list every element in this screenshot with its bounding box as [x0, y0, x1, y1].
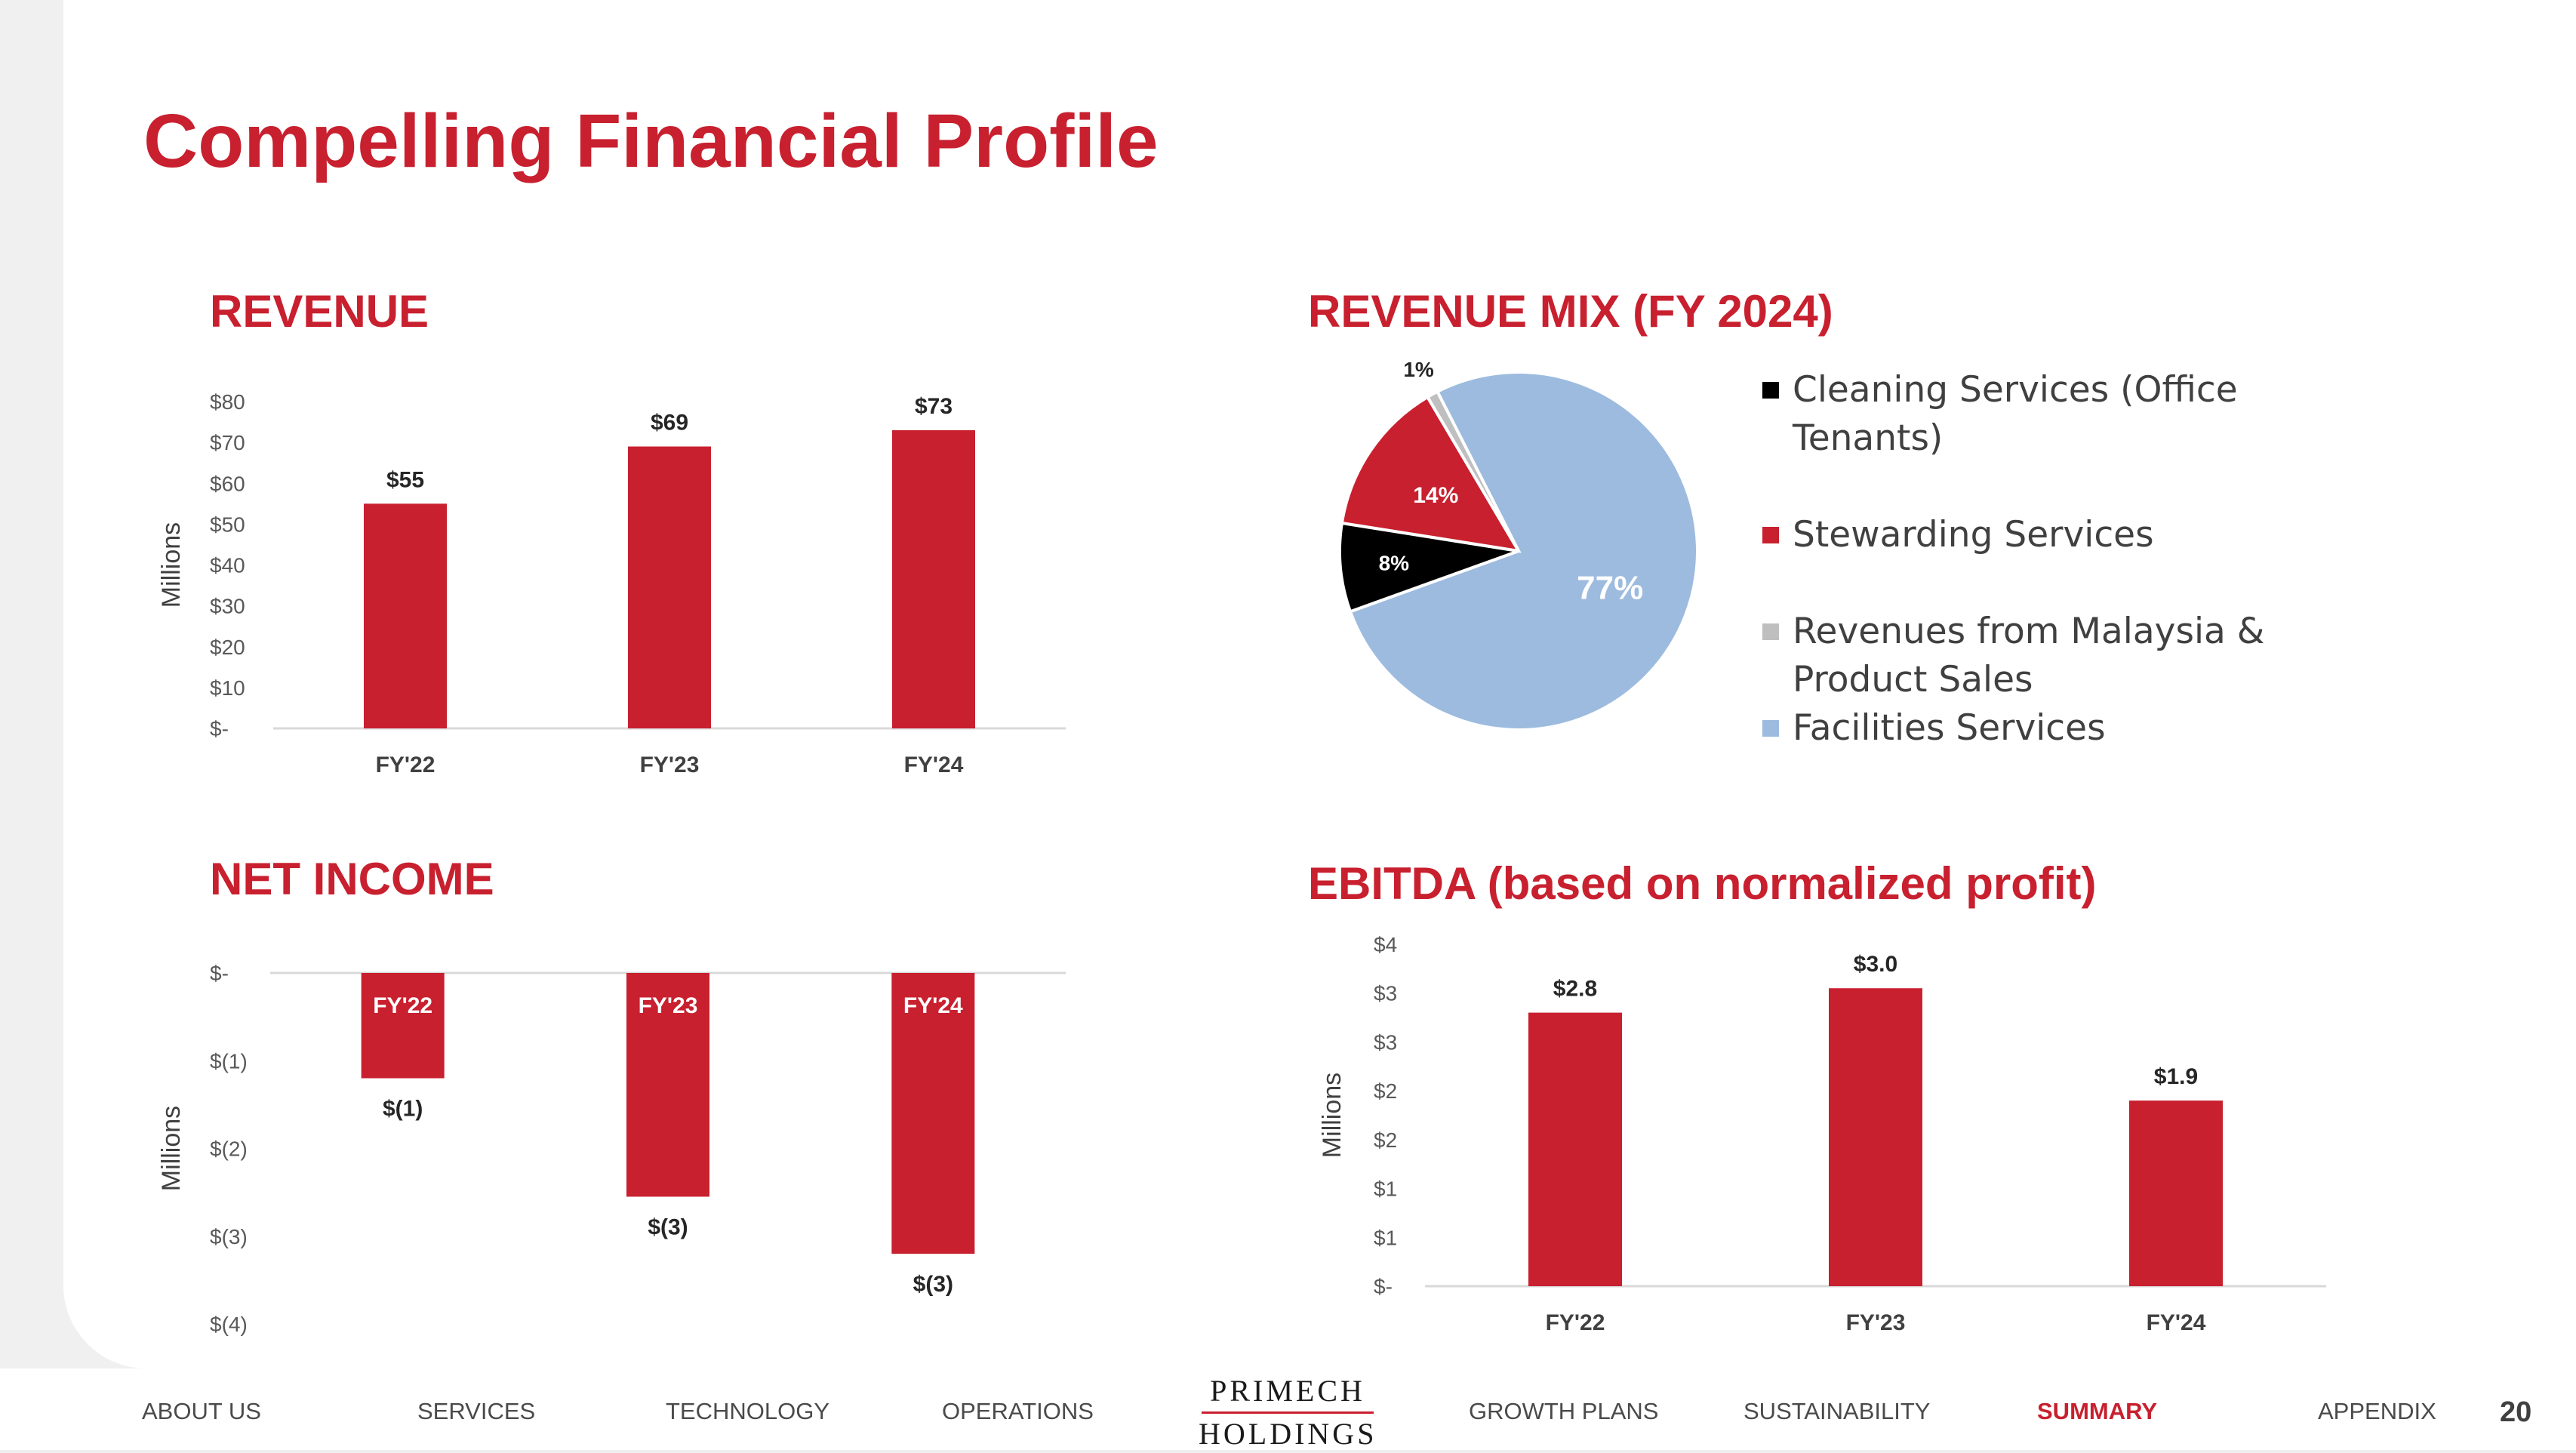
y-tick-label: $(3)	[210, 1225, 248, 1248]
category-label: FY'24	[904, 753, 964, 777]
nav-growth-plans[interactable]: GROWTH PLANS	[1469, 1398, 1659, 1424]
legend-label: Facilities Services	[1793, 707, 2106, 749]
category-label: FY'23	[640, 753, 700, 777]
logo-text-bottom: HOLDINGS	[1199, 1417, 1377, 1451]
y-tick-label: $(2)	[210, 1137, 248, 1161]
y-tick-label: $1	[1374, 1177, 1397, 1201]
y-tick-label: $50	[210, 513, 245, 536]
pie-slice-3	[1425, 389, 1520, 553]
bar-FY'23	[1829, 988, 1922, 1286]
data-label: $55	[386, 467, 424, 492]
y-tick-label: $70	[210, 431, 245, 454]
primech-logo: PRIMECH HOLDINGS	[1199, 1372, 1377, 1453]
legend-label: Stewarding Services	[1793, 514, 2154, 556]
nav-appendix[interactable]: APPENDIX	[2318, 1398, 2436, 1424]
legend-label: Revenues from Malaysia & Product Sales	[1793, 611, 2265, 700]
pie-slice-label: 77%	[1577, 569, 1643, 606]
page-number: 20	[2500, 1396, 2532, 1428]
y-tick-label: $60	[210, 472, 245, 495]
y-tick-label: $2	[1374, 1128, 1397, 1152]
y-tick-label: $30	[210, 595, 245, 618]
y-tick-label: $-	[1374, 1275, 1393, 1298]
category-label: FY'22	[373, 993, 432, 1018]
data-label: $1.9	[2154, 1064, 2198, 1089]
ebitda-section-title: EBITDA (based on normalized profit)	[1308, 858, 2097, 909]
logo-text-top: PRIMECH	[1210, 1374, 1365, 1408]
revenue-section-title: REVENUE	[210, 286, 429, 337]
footer-bar	[0, 1368, 2576, 1450]
legend-item-facilities: Facilities Services	[1762, 704, 2381, 753]
category-label: FY'22	[1546, 1310, 1605, 1335]
data-label: $(1)	[383, 1097, 423, 1122]
y-tick-label: $10	[210, 676, 245, 700]
legend-swatch-grey	[1762, 623, 1779, 640]
pie-slice-label: 1%	[1403, 358, 1434, 381]
revenue-mix-section-title: REVENUE MIX (FY 2024)	[1308, 286, 1833, 337]
data-label: $(3)	[913, 1272, 953, 1297]
y-axis-unit-label: Millions	[157, 1106, 186, 1191]
category-label: FY'22	[376, 753, 435, 777]
legend-swatch-black	[1762, 382, 1779, 399]
bar-FY'22	[361, 973, 445, 1079]
category-label: FY'24	[903, 993, 963, 1018]
legend-item-cleaning: Cleaning Services (Office Tenants)	[1762, 366, 2381, 463]
pie-slice-label: 8%	[1379, 551, 1410, 574]
legend-swatch-blue	[1762, 720, 1779, 737]
legend-item-stewarding: Stewarding Services	[1762, 511, 2381, 559]
revenue-mix-legend: Cleaning Services (Office Tenants) Stewa…	[1762, 366, 2381, 753]
bar-FY'24	[892, 429, 975, 728]
nav-summary[interactable]: SUMMARY	[2037, 1398, 2158, 1424]
category-label: FY'23	[1846, 1310, 1906, 1335]
y-tick-label: $(1)	[210, 1049, 248, 1073]
category-label: FY'24	[2147, 1310, 2206, 1335]
y-tick-label: $1	[1374, 1226, 1397, 1249]
data-label: $69	[651, 411, 688, 436]
y-axis-unit-label: Millions	[1318, 1073, 1346, 1158]
y-tick-label: $40	[210, 554, 245, 577]
pie-slice-2	[1340, 395, 1522, 553]
y-tick-label: $80	[210, 390, 245, 414]
data-label: $73	[915, 394, 953, 419]
category-label: FY'23	[639, 993, 698, 1018]
bar-FY'22	[1528, 1012, 1622, 1286]
bar-FY'22	[364, 503, 447, 728]
y-tick-label: $4	[1374, 933, 1397, 956]
legend-swatch-red	[1762, 527, 1779, 543]
nav-sustainability[interactable]: SUSTAINABILITY	[1743, 1398, 1931, 1424]
y-tick-label: $20	[210, 636, 245, 659]
bar-FY'23	[626, 973, 709, 1197]
legend-item-malaysia: Revenues from Malaysia & Product Sales	[1762, 608, 2381, 704]
page-title: Compelling Financial Profile	[143, 99, 1159, 183]
y-tick-label: $2	[1374, 1079, 1397, 1103]
pie-slice-0	[1348, 371, 1699, 731]
net-income-section-title: NET INCOME	[210, 854, 494, 904]
nav-services[interactable]: SERVICES	[417, 1398, 536, 1424]
data-label: $3.0	[1854, 952, 1897, 977]
bar-FY'23	[628, 446, 711, 728]
y-tick-label: $(4)	[210, 1313, 248, 1336]
nav-about-us[interactable]: ABOUT US	[142, 1398, 261, 1424]
bar-FY'24	[891, 973, 975, 1254]
nav-technology[interactable]: TECHNOLOGY	[666, 1398, 830, 1424]
legend-label: Cleaning Services (Office Tenants)	[1793, 369, 2238, 459]
data-label: $2.8	[1553, 977, 1597, 1002]
data-label: $(3)	[648, 1214, 688, 1239]
y-tick-label: $3	[1374, 982, 1397, 1005]
nav-operations[interactable]: OPERATIONS	[942, 1398, 1094, 1424]
y-tick-label: $-	[210, 962, 229, 985]
pie-slice-label: 14%	[1413, 483, 1458, 508]
y-tick-label: $-	[210, 717, 229, 740]
bar-FY'24	[2129, 1101, 2223, 1286]
y-axis-unit-label: Millions	[157, 522, 186, 608]
y-tick-label: $3	[1374, 1030, 1397, 1054]
